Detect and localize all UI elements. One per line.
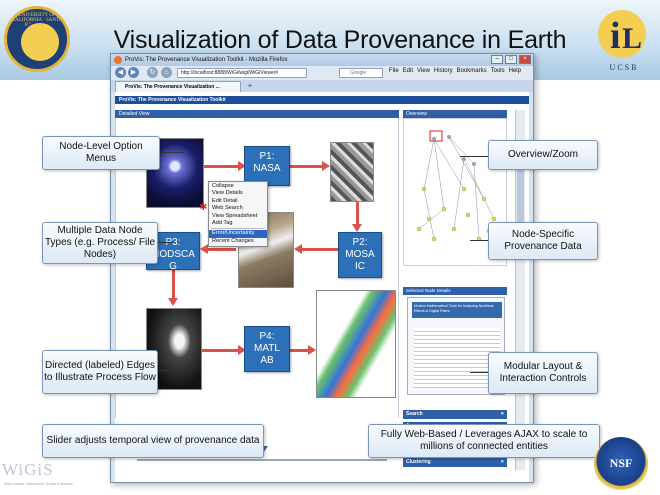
callout-web-based: Fully Web-Based / Leverages AJAX to scal… [368,424,600,458]
overview-header: Overview [403,110,507,118]
window-controls: – □ × [491,55,531,64]
menu-item-recent-changes[interactable]: Recent Changes [212,237,254,244]
nsf-logo [594,437,648,491]
search-input[interactable]: Google [339,68,383,78]
edge-img-to-p1 [204,165,242,168]
leader-line [470,372,488,373]
seal-emblem-icon [19,21,61,63]
edge-p1-to-mosaic [290,165,326,168]
callout-directed-edges: Directed (labeled) Edges to Illustrate P… [42,350,158,394]
menu-item-edit-detail[interactable]: Edit Detail [212,197,238,204]
panel-clustering[interactable]: Clustering [403,458,507,467]
leader-line [470,240,488,241]
url-input[interactable]: http://localhost:8888/WiGi/wigi/WiGiView… [177,68,307,78]
edge-snow-to-p4 [202,349,242,352]
temporal-slider[interactable] [137,459,387,461]
nsf-logo-text: NSF [609,456,633,470]
selected-node-header: Selected Node Details [403,287,507,295]
edge-arrowhead-icon [238,161,246,171]
window-titlebar: ProVis: The Provenance Visualization Too… [111,54,533,66]
menu-item-view-spreadsheet[interactable]: View Spreadsheet [212,212,258,219]
scrollbar-thumb[interactable] [517,140,524,230]
svg-text:i: i [610,15,621,57]
menu-item-view-details[interactable]: View Details [212,190,243,197]
menu-view[interactable]: View [417,68,430,74]
callout-overview-zoom: Overview/Zoom [488,140,598,170]
wigis-logo: WiGiS [2,460,54,479]
leader-line [160,152,184,153]
menu-file[interactable]: File [389,68,399,74]
menu-edit[interactable]: Edit [402,68,414,74]
selected-node-marker-icon: ✱ [199,202,208,213]
detailed-view-header: Detailed View [115,110,399,118]
minimize-button[interactable]: – [491,55,503,64]
process-node-p2[interactable]: P2: MOSA IC [338,232,382,278]
back-icon[interactable]: ◀ [115,67,126,78]
edge-arrowhead-icon [168,298,178,306]
window-title: ProVis: The Provenance Visualization Too… [125,57,288,63]
process-node-p4[interactable]: P4: MATL AB [244,326,290,372]
menu-help[interactable]: Help [508,68,521,74]
forward-icon[interactable]: ▶ [128,67,139,78]
edge-p3-to-snow [172,270,175,300]
app-header: ProVis: The Provenance Visualization Too… [115,96,529,104]
menu-bookmarks[interactable]: Bookmarks [456,68,487,74]
edge-p4-to-heatmap [290,349,312,352]
menu-item-add-tag[interactable]: Add Tag [212,220,233,227]
reload-icon[interactable]: ↻ [147,67,158,78]
svg-text:L: L [622,22,642,55]
node-image-mosaic[interactable] [330,142,374,202]
edge-arrowhead-icon [322,161,330,171]
callout-modular-layout: Modular Layout & Interaction Controls [488,352,598,394]
process-node-p1[interactable]: P1: NASA [244,146,290,186]
node-image-heatmap[interactable] [316,290,396,398]
leader-line [158,242,174,243]
document-text-lines [414,328,500,388]
callout-multiple-node-types: Multiple Data Node Types (e.g. Process/ … [42,222,158,264]
menu-item-web-search[interactable]: Web Search [212,205,243,212]
menu-item-collapse[interactable]: Collapse [212,183,234,189]
navigation-bar: ◀ ▶ ↻ ⌂ http://localhost:8888/WiGi/wigi/… [111,66,533,80]
firefox-icon [114,56,122,64]
tab-bar: ProVis: The Provenance Visualization ...… [111,80,533,92]
leader-line [460,156,488,157]
close-button[interactable]: × [519,55,531,64]
node-context-menu: Collapse View Details Edit Detail Web Se… [208,181,268,248]
document-title: Modern Mathematical Tools for Analyzing … [412,302,502,318]
tab-provis[interactable]: ProVis: The Provenance Visualization ... [115,81,241,92]
callout-node-specific-data: Node-Specific Provenance Data [488,222,598,260]
leader-line [158,370,172,371]
menu-bar: File Edit View History Bookmarks Tools H… [389,68,521,74]
edge-arrowhead-icon [238,345,246,355]
edge-mosaic-to-p2 [356,202,359,226]
menu-tools[interactable]: Tools [490,68,505,74]
maximize-button[interactable]: □ [505,55,517,64]
callout-node-menus: Node-Level Option Menus [42,136,160,170]
wigis-logo-subtext: Web-based Interactive Graph Interface [4,481,73,486]
new-tab-button[interactable]: + [247,81,253,90]
university-seal-logo: UNIVERSITY OF CALIFORNIA · SANTA BARBARA [4,6,70,72]
menu-history[interactable]: History [433,68,453,74]
edge-arrowhead-icon [294,244,302,254]
page-scrollbar[interactable] [515,110,525,470]
ucsb-label: UCSB [609,63,639,72]
panel-search[interactable]: Search [403,410,507,419]
ilab-logo: i L [598,10,646,58]
node-document-preview[interactable]: Modern Mathematical Tools for Analyzing … [407,297,505,395]
menu-item-error-uncertainty[interactable]: Error/Uncertainty [209,230,267,238]
edge-arrowhead-icon [352,224,362,232]
edge-arrowhead-icon [308,345,316,355]
home-icon[interactable]: ⌂ [161,67,172,78]
edge-p2-to-terrain [300,248,338,251]
edge-arrowhead-icon [200,244,208,254]
menu-separator [211,228,265,230]
edge-terrain-to-p3 [206,248,236,251]
callout-slider: Slider adjusts temporal view of provenan… [42,424,264,458]
